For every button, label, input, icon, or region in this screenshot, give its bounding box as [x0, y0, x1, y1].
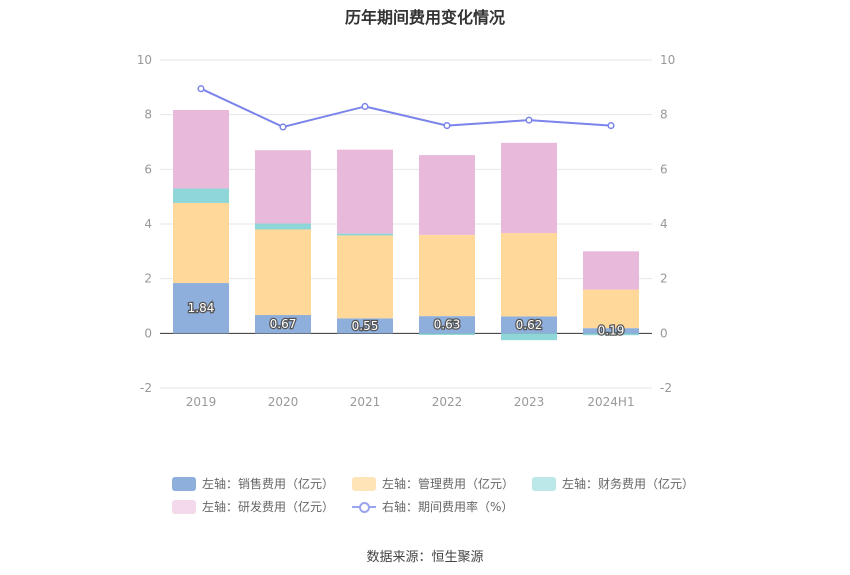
line-point[interactable] [443, 122, 451, 130]
bar-segment[interactable] [337, 235, 393, 319]
legend-swatch-finance [532, 476, 557, 491]
bar-segment[interactable] [419, 316, 475, 334]
bar-segment[interactable] [501, 333, 557, 341]
y-left-tick-label: 10 [137, 53, 152, 67]
bar-segment[interactable] [583, 251, 639, 290]
bar-data-label: 0.55 [352, 319, 379, 333]
y-right-tick-label: 0 [660, 326, 668, 340]
legend-label-admin: 左轴：管理费用（亿元） [382, 477, 515, 491]
line-layer [197, 85, 615, 131]
legend-swatch-rnd [172, 499, 196, 514]
bar-segment[interactable] [173, 283, 229, 334]
legend-item-expense-ratio[interactable]: 右轴：期间费用率（%） [352, 498, 513, 515]
bar-segment[interactable] [255, 229, 311, 316]
x-tick-label: 2019 [186, 395, 217, 409]
data-label-layer: 1.84 0.67 0.55 0.63 0.62 0.19 [186, 300, 625, 339]
bar-segment[interactable] [337, 233, 393, 236]
bar-segment[interactable] [501, 233, 557, 317]
bar-segment[interactable] [173, 202, 229, 284]
bar-data-label: 0.63 [434, 318, 461, 332]
bar-data-label: 0.62 [516, 318, 543, 332]
bar-segment[interactable] [583, 333, 639, 336]
x-tick-label: 2020 [268, 395, 299, 409]
bar-data-label: 1.84 [188, 301, 215, 315]
line-point[interactable] [607, 122, 615, 130]
bar-segment[interactable] [337, 149, 393, 234]
bar-data-label: 0.67 [270, 317, 297, 331]
bar-segment[interactable] [255, 223, 311, 230]
bar-segment[interactable] [419, 234, 475, 317]
y-left-tick-label: 0 [144, 326, 152, 340]
bar-segment[interactable] [501, 316, 557, 334]
line-point[interactable] [279, 123, 287, 131]
bar-layer [173, 110, 639, 341]
legend-label-finance: 左轴：财务费用（亿元） [562, 477, 695, 491]
bar-segment[interactable] [173, 110, 229, 189]
data-source: 数据来源：恒生聚源 [366, 550, 484, 565]
y-left-tick-label: 6 [144, 162, 152, 176]
legend-item-sales[interactable]: 左轴：销售费用（亿元） [172, 475, 334, 492]
bar-data-label: 0.19 [598, 324, 625, 338]
bar-segment[interactable] [583, 328, 639, 334]
y-right-tick-label: 4 [660, 217, 668, 231]
y-right-tick-label: 8 [660, 108, 668, 122]
grid-lines [160, 59, 652, 389]
legend-item-rnd[interactable]: 左轴：研发费用（亿元） [172, 498, 334, 515]
axis-layer: -2 -2 0 0 2 2 4 4 6 6 8 8 10 10 2019 2020 2021 2022 2023 20… [137, 53, 676, 409]
legend-label-rnd: 左轴：研发费用（亿元） [202, 500, 335, 514]
x-tick-label: 2022 [432, 395, 463, 409]
bar-segment[interactable] [419, 155, 475, 235]
y-right-tick-label: 10 [660, 53, 675, 67]
legend-swatch-expense-ratio [352, 500, 377, 514]
x-tick-label: 2021 [350, 395, 381, 409]
y-right-tick-label: 2 [660, 272, 668, 286]
line-point[interactable] [525, 116, 533, 124]
legend-label-expense-ratio: 右轴：期间费用率（%） [382, 500, 514, 514]
chart-legend: 左轴：销售费用（亿元） 左轴：管理费用（亿元） 左轴：财务费用（亿元） 左轴：研… [172, 472, 694, 518]
legend-swatch-admin [352, 476, 377, 491]
bar-segment[interactable] [255, 315, 311, 334]
y-left-tick-label: 2 [144, 272, 152, 286]
expense-ratio-line [200, 87, 612, 129]
legend-item-finance[interactable]: 左轴：财务费用（亿元） [532, 475, 694, 492]
line-point[interactable] [197, 85, 205, 93]
x-tick-label: 2023 [514, 395, 545, 409]
bar-segment[interactable] [173, 188, 229, 203]
y-right-tick-label: -2 [660, 381, 672, 395]
bar-segment[interactable] [501, 142, 557, 234]
x-tick-label: 2024H1 [587, 395, 634, 409]
legend-item-admin[interactable]: 左轴：管理费用（亿元） [352, 475, 514, 492]
y-left-tick-label: -2 [140, 381, 152, 395]
y-left-tick-label: 8 [144, 108, 152, 122]
bar-segment[interactable] [583, 289, 639, 329]
legend-label-sales: 左轴：销售费用（亿元） [202, 477, 335, 491]
y-left-tick-label: 4 [144, 217, 152, 231]
chart-title: 历年期间费用变化情况 [344, 8, 505, 27]
bar-segment[interactable] [255, 150, 311, 224]
bar-segment[interactable] [337, 318, 393, 334]
y-right-tick-label: 6 [660, 162, 668, 176]
legend-swatch-sales [172, 476, 196, 491]
bar-segment[interactable] [419, 333, 475, 335]
line-point[interactable] [361, 102, 369, 111]
